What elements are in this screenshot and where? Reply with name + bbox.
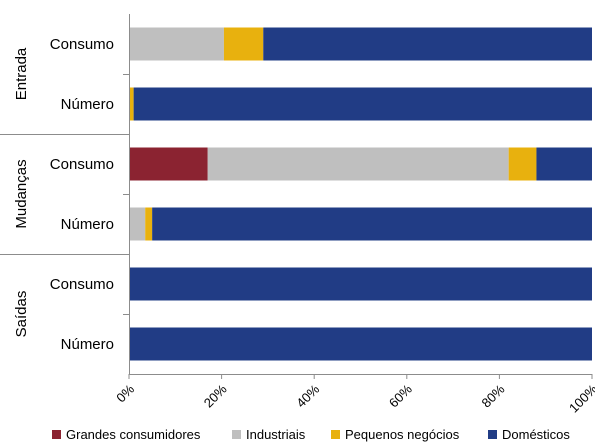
group-label-entrada: Entrada (13, 47, 30, 100)
x-tick-label: 40% (293, 381, 322, 410)
bar-mudancas-numero-pequenos-negocios (145, 207, 153, 241)
bar-saidas-numero-domesticos (129, 327, 592, 361)
row-label-entrada-consumo: Consumo (50, 36, 114, 53)
bar-mudancas-numero-industriais (129, 207, 146, 241)
row-label-mudancas-numero: Número (61, 216, 114, 233)
row-label-entrada-numero: Número (61, 96, 114, 113)
legend: Grandes consumidores Industriais Pequenos … (52, 427, 570, 442)
legend-swatch-pequenos-negocios (331, 430, 340, 439)
group-label-mudancas: Mudanças (13, 159, 30, 228)
row-label-saidas-consumo: Consumo (50, 276, 114, 293)
bar-entrada-consumo-industriais (129, 27, 224, 61)
labels-layer: Consumo Número Consumo Número Consumo Número E… (13, 36, 114, 353)
bar-mudancas-consumo-industriais (207, 147, 509, 181)
bar-entrada-numero-pequenos-negocios (129, 87, 134, 121)
legend-swatch-industriais (232, 430, 241, 439)
bar-mudancas-numero-domesticos (152, 207, 592, 241)
bars-layer (129, 27, 592, 361)
bar-entrada-numero-domesticos (133, 87, 592, 121)
legend-swatch-grandes-consumidores (52, 430, 61, 439)
legend-label-industriais: Industriais (246, 427, 306, 442)
bar-saidas-consumo-domesticos (129, 267, 592, 301)
group-label-saidas: Saídas (13, 291, 30, 338)
x-tick-label: 100% (566, 381, 595, 415)
x-tick-label: 20% (201, 381, 230, 410)
legend-swatch-domesticos (488, 430, 497, 439)
row-label-saidas-numero: Número (61, 336, 114, 353)
x-tick-label: 80% (479, 381, 508, 410)
row-label-mudancas-consumo: Consumo (50, 156, 114, 173)
bar-entrada-consumo-pequenos-negocios (223, 27, 264, 61)
bar-mudancas-consumo-domesticos (536, 147, 592, 181)
bar-mudancas-consumo-grandes-consumidores (129, 147, 208, 181)
bar-entrada-consumo-domesticos (263, 27, 592, 61)
legend-label-grandes-consumidores: Grandes consumidores (66, 427, 201, 442)
legend-label-pequenos-negocios: Pequenos negócios (345, 427, 460, 442)
legend-label-domesticos: Domésticos (502, 427, 570, 442)
x-tick-label: 60% (386, 381, 415, 410)
bar-mudancas-consumo-pequenos-negocios (508, 147, 537, 181)
x-tick-label: 0% (113, 381, 137, 405)
